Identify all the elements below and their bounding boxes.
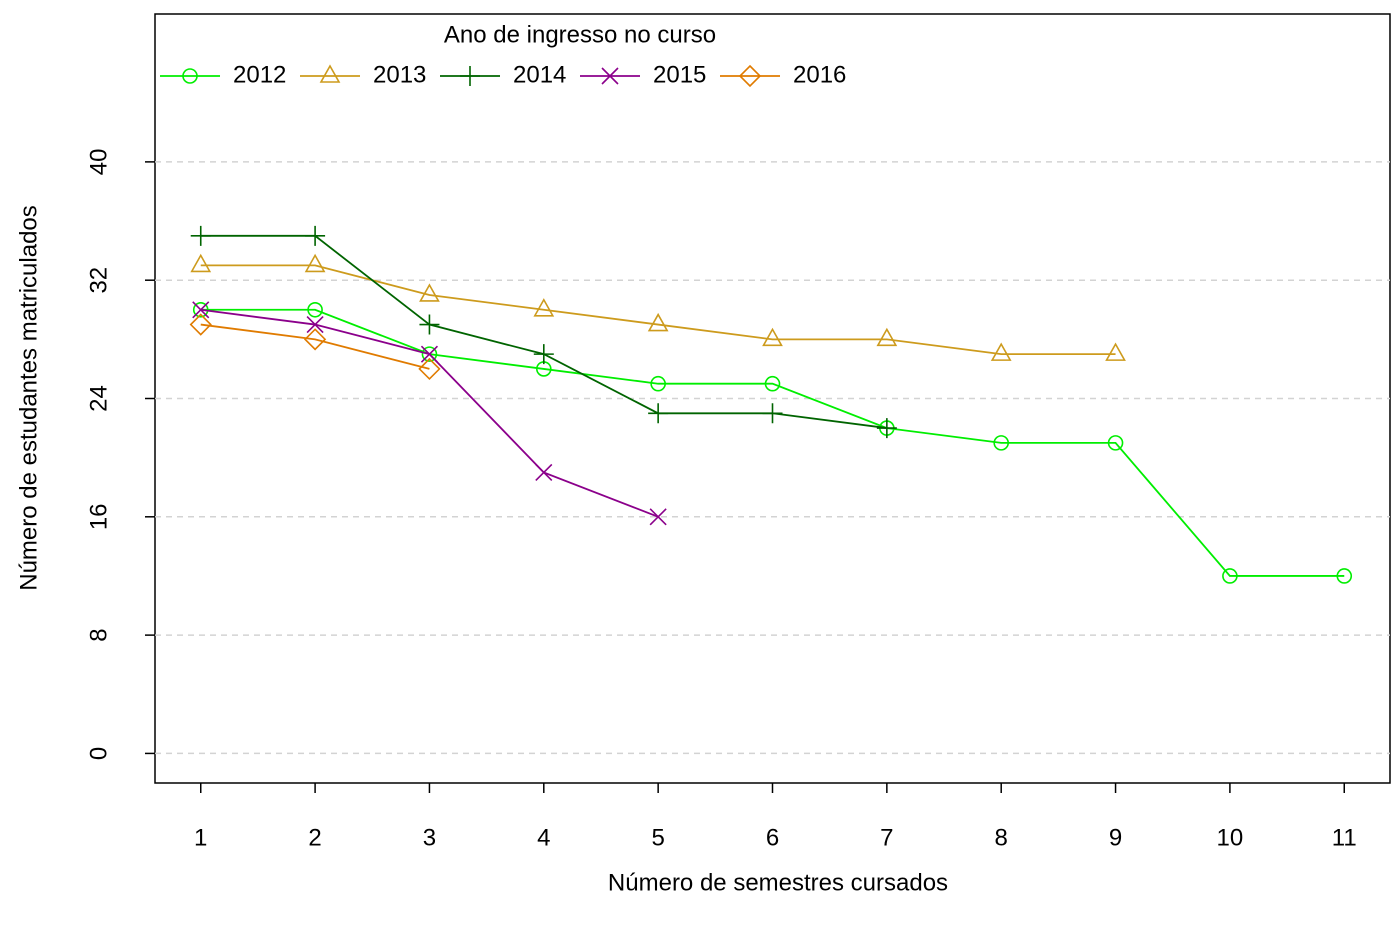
x-tick-label: 9 — [1109, 824, 1122, 851]
legend-title: Ano de ingresso no curso — [444, 21, 716, 48]
marker — [876, 418, 897, 439]
y-tick-label: 40 — [85, 149, 112, 176]
x-tick-label: 2 — [308, 824, 321, 851]
marker — [307, 301, 323, 318]
marker — [649, 508, 667, 526]
marker — [647, 312, 669, 332]
marker — [421, 346, 438, 362]
marker — [764, 375, 781, 392]
marker — [303, 328, 327, 351]
marker — [419, 283, 440, 302]
marker — [192, 301, 210, 319]
marker — [648, 403, 669, 424]
y-tick-label: 16 — [85, 503, 112, 530]
marker — [190, 225, 211, 246]
marker — [418, 357, 441, 381]
x-tick-label: 4 — [537, 824, 550, 851]
legend-label: 2016 — [793, 61, 846, 88]
y-tick-label: 8 — [85, 628, 112, 641]
marker — [762, 327, 783, 347]
marker — [1336, 568, 1353, 584]
marker — [1105, 342, 1126, 361]
marker — [304, 253, 326, 273]
series-line — [200, 308, 1345, 577]
x-tick-label: 5 — [651, 824, 664, 851]
y-tick-label: 0 — [85, 747, 112, 760]
series-line — [200, 308, 659, 518]
marker — [876, 327, 898, 347]
y-tick-label: 24 — [85, 385, 112, 412]
marker — [189, 313, 212, 336]
series-line — [200, 323, 430, 370]
y-axis-label: Número de estudantes matriculados — [15, 205, 42, 591]
x-tick-label: 7 — [880, 824, 893, 851]
marker — [190, 253, 212, 273]
legend-marker — [182, 68, 198, 84]
x-tick-label: 6 — [766, 824, 779, 851]
marker — [650, 375, 666, 392]
marker — [762, 403, 783, 424]
x-tick-label: 8 — [995, 824, 1008, 851]
x-tick-label: 1 — [194, 824, 207, 851]
x-tick-label: 3 — [423, 824, 436, 851]
marker — [306, 315, 324, 334]
marker — [533, 298, 555, 317]
legend-label: 2015 — [653, 61, 706, 88]
x-tick-label: 11 — [1332, 824, 1357, 851]
marker — [305, 225, 326, 246]
legend-marker — [738, 64, 762, 88]
legend-label: 2013 — [373, 61, 426, 88]
x-axis-label: Número de semestres cursados — [608, 869, 948, 896]
y-tick-label: 32 — [85, 267, 112, 294]
marker — [420, 345, 439, 363]
marker — [990, 342, 1012, 361]
legend-marker — [319, 64, 341, 83]
marker — [535, 463, 553, 482]
legend-marker — [601, 67, 619, 85]
series-line — [200, 264, 1116, 356]
marker — [1222, 568, 1238, 584]
marker — [533, 344, 554, 365]
x-tick-label: 10 — [1217, 824, 1244, 851]
legend-label: 2012 — [233, 61, 286, 88]
legend-label: 2014 — [513, 61, 566, 88]
legend-marker — [460, 66, 480, 86]
marker — [993, 435, 1010, 451]
marker — [1107, 435, 1124, 451]
marker — [419, 314, 440, 335]
